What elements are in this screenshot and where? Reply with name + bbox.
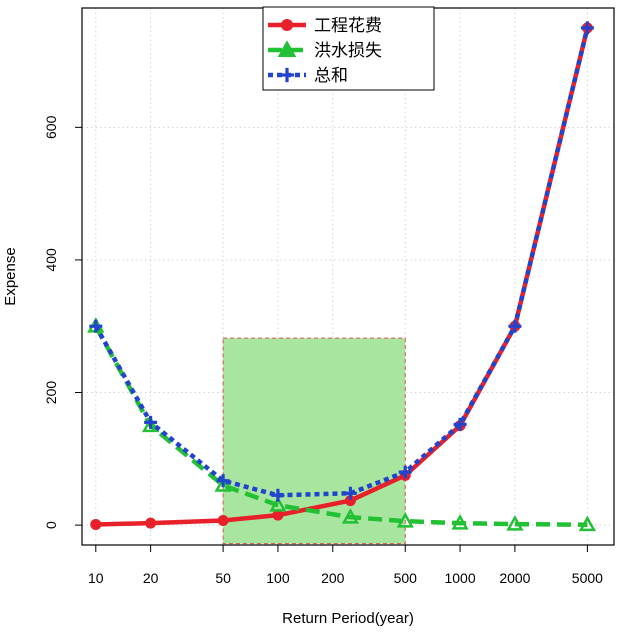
series-line — [93, 325, 588, 527]
point-marker — [269, 496, 287, 512]
point-marker — [144, 415, 158, 429]
series-plus — [89, 21, 594, 502]
legend-label: 工程花费 — [314, 16, 382, 36]
legend-label: 总和 — [314, 66, 348, 86]
x-tick-label: 200 — [321, 570, 345, 586]
point-marker — [506, 515, 524, 531]
y-tick-label: 600 — [43, 115, 59, 139]
x-tick-label: 1000 — [444, 570, 475, 586]
x-tick-label: 50 — [215, 570, 231, 586]
y-axis-title: Expense — [2, 247, 19, 305]
legend-item: 洪水损失 — [268, 40, 382, 61]
x-tick-label: 5000 — [572, 570, 603, 586]
point-marker — [279, 67, 295, 83]
point-marker — [451, 514, 469, 530]
y-tick-label: 200 — [43, 381, 59, 405]
point-marker — [578, 515, 597, 532]
x-tick-label: 10 — [88, 570, 104, 586]
point-marker — [508, 319, 522, 333]
x-tick-label: 20 — [143, 570, 159, 586]
point-marker — [141, 416, 160, 433]
point-marker — [271, 488, 285, 502]
point-marker — [580, 21, 594, 35]
x-axis: 10 20 50 100 200 500 1000 2000 5000 — [88, 545, 603, 586]
point-marker — [398, 465, 412, 479]
point-marker — [145, 517, 157, 529]
point-marker — [343, 486, 357, 500]
point-marker — [453, 417, 467, 431]
point-marker — [341, 508, 360, 524]
point-marker — [214, 476, 232, 492]
point-marker — [90, 518, 102, 530]
legend-label: 洪水损失 — [314, 41, 382, 61]
point-marker — [216, 474, 230, 488]
y-axis: 0 200 400 600 — [43, 115, 82, 529]
legend-item: 工程花费 — [268, 16, 382, 36]
point-marker — [89, 319, 103, 333]
y-tick-label: 400 — [43, 248, 59, 272]
point-marker — [277, 40, 297, 57]
series-lines — [87, 21, 597, 532]
x-axis-title: Return Period(year) — [282, 610, 414, 627]
x-tick-label: 2000 — [499, 570, 530, 586]
point-marker — [281, 19, 293, 31]
x-tick-label: 500 — [394, 570, 418, 586]
point-marker — [396, 512, 414, 528]
y-tick-label: 0 — [43, 521, 59, 529]
legend-item: 总和 — [268, 66, 348, 86]
point-marker — [217, 514, 229, 526]
x-tick-label: 100 — [266, 570, 290, 586]
